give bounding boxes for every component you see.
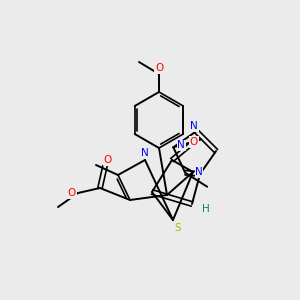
Text: N: N: [177, 140, 185, 150]
Text: S: S: [175, 223, 181, 233]
Text: O: O: [155, 63, 163, 73]
Text: N: N: [190, 121, 198, 131]
Text: O: O: [104, 155, 112, 165]
Text: H: H: [202, 204, 210, 214]
Text: O: O: [190, 137, 198, 147]
Text: O: O: [68, 188, 76, 198]
Text: N: N: [195, 167, 203, 177]
Text: N: N: [141, 148, 149, 158]
